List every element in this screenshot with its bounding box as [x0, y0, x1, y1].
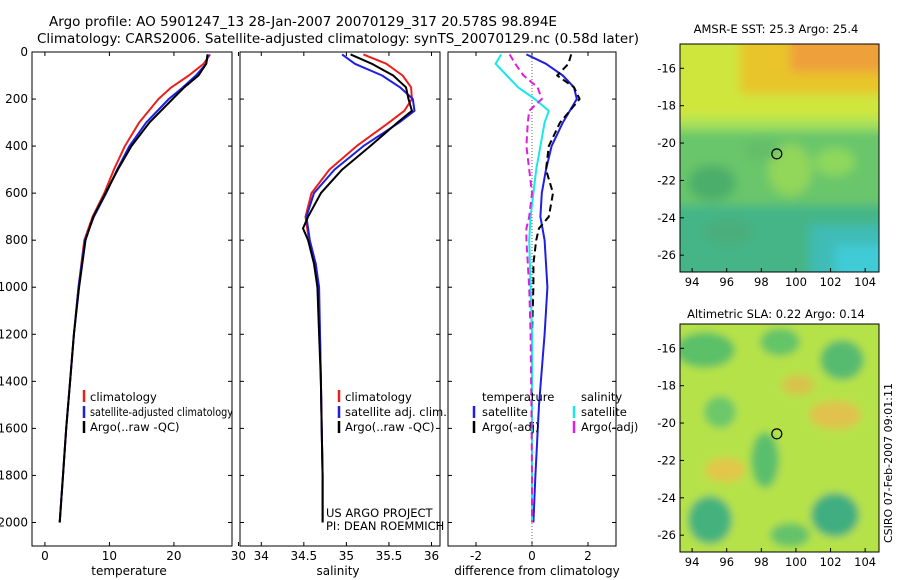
legend-label-argo: Argo(..raw -QC) [345, 420, 435, 434]
sla-map-frame [679, 323, 880, 553]
x-tick-label: 30 [231, 549, 246, 563]
y-tick-label: 200 [5, 92, 28, 106]
map-x-tick-label: 96 [719, 275, 734, 289]
y-tick-label: 800 [5, 233, 28, 247]
salinity-xlabel: salinity [316, 564, 359, 578]
map-x-tick-label: 94 [685, 555, 700, 569]
legend-label-satellite: satellite-adjusted climatology [90, 405, 233, 419]
map-x-tick-label: 104 [854, 555, 876, 569]
map-x-tick-label: 102 [820, 555, 842, 569]
y-tick-label: 2000 [0, 515, 28, 529]
x-tick-label: 10 [102, 549, 117, 563]
legend-label-temp-argo: Argo(-adj) [482, 420, 539, 434]
x-tick-label: 36 [424, 549, 439, 563]
map-y-tick-label: -20 [657, 136, 676, 150]
x-tick-label: 35.5 [376, 549, 403, 563]
x-tick-label: 0 [41, 549, 49, 563]
legend-title-temperature: temperature [482, 390, 554, 404]
map-y-tick-label: -24 [657, 491, 676, 505]
map-y-tick-label: -22 [657, 453, 676, 467]
legend-label-sal-argo: Argo(-adj) [581, 420, 638, 434]
series-line-satellite-adjusted-climatology [58, 54, 210, 523]
figure-title-line2: Climatology: CARS2006. Satellite-adjuste… [37, 31, 639, 47]
map-y-tick-label: -16 [657, 61, 676, 75]
map-x-tick-label: 98 [754, 275, 769, 289]
map-y-tick-label: -18 [657, 99, 676, 113]
x-tick-label: -2 [470, 549, 482, 563]
series-line-argo-raw-qc [302, 53, 413, 523]
map-y-tick-label: -22 [657, 173, 676, 187]
legend-label-satellite: satellite adj. clim. [345, 405, 447, 419]
legend-title-salinity: salinity [581, 390, 622, 404]
map-x-tick-label: 102 [820, 275, 842, 289]
salinity-legend: climatology satellite adj. clim. Argo(..… [337, 390, 447, 434]
series-line-salinity-argo-adj [508, 53, 543, 523]
map-x-tick-label: 98 [754, 555, 769, 569]
temperature-axes [31, 51, 233, 547]
map-x-tick-label: 100 [785, 275, 807, 289]
legend-label-climatology: climatology [345, 390, 412, 404]
y-tick-label: 600 [5, 186, 28, 200]
sst-map-title: AMSR-E SST: 25.3 Argo: 25.4 [694, 22, 859, 36]
map-y-tick-label: -20 [657, 416, 676, 430]
map-y-tick-label: -18 [657, 379, 676, 393]
map-x-tick-label: 96 [719, 555, 734, 569]
y-tick-label: 1800 [0, 468, 28, 482]
sla-map-image [680, 324, 879, 552]
map-x-tick-label: 100 [785, 555, 807, 569]
map-y-tick-label: -24 [657, 211, 676, 225]
legend-label-climatology: climatology [90, 390, 157, 404]
argo-float-marker [771, 148, 783, 160]
y-tick-label: 1000 [0, 280, 28, 294]
y-tick-label: 1600 [0, 421, 28, 435]
pi-annotation: PI: DEAN ROEMMICH [326, 519, 444, 533]
series-line-temperature-argo-adj [531, 54, 581, 523]
legend-label-argo: Argo(..raw -QC) [90, 420, 180, 434]
x-tick-label: 0 [528, 549, 536, 563]
y-tick-label: 1400 [0, 374, 28, 388]
salinity-axes [239, 51, 441, 547]
sst-map-frame [679, 43, 880, 273]
temperature-legend: climatology satellite-adjusted climatolo… [82, 390, 233, 434]
x-tick-label: 2 [584, 549, 592, 563]
series-line-salinity-satellite [494, 53, 550, 523]
argo-float-marker [771, 428, 783, 440]
difference-legend: temperature satellite Argo(-adj) salinit… [472, 390, 638, 434]
figure-title-line1: Argo profile: AO 5901247_13 28-Jan-2007 … [49, 14, 557, 30]
map-x-tick-label: 104 [854, 275, 876, 289]
series-line-climatology [58, 53, 211, 523]
project-annotation: US ARGO PROJECT [326, 506, 434, 520]
x-tick-label: 34.5 [290, 549, 317, 563]
y-tick-label: 1200 [0, 327, 28, 341]
legend-label-temp-satellite: satellite [482, 405, 528, 419]
series-line-temperature-satellite [525, 53, 578, 523]
x-tick-label: 20 [166, 549, 181, 563]
map-y-tick-label: -26 [657, 528, 676, 542]
sla-map-title: Altimetric SLA: 0.22 Argo: 0.14 [687, 307, 865, 321]
y-tick-label: 400 [5, 139, 28, 153]
difference-xlabel: difference from climatology [454, 564, 620, 578]
map-y-tick-label: -16 [657, 341, 676, 355]
map-y-tick-label: -26 [657, 248, 676, 262]
x-tick-label: 35 [339, 549, 354, 563]
csiro-timestamp: CSIRO 07-Feb-2007 09:01:11 [882, 383, 895, 543]
x-tick-label: 34 [254, 549, 269, 563]
map-x-tick-label: 94 [685, 275, 700, 289]
series-line-argo-raw-qc [58, 54, 209, 523]
y-tick-label: 0 [20, 45, 28, 59]
legend-label-sal-satellite: satellite [581, 405, 627, 419]
temperature-xlabel: temperature [91, 564, 166, 578]
